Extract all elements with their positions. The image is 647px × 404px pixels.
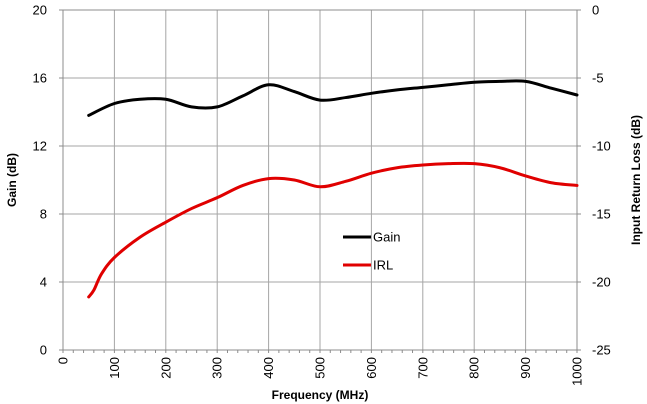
series-lines [87, 79, 579, 299]
y-right-tick-label: -15 [592, 207, 611, 222]
y-right-tick-label: -10 [592, 139, 611, 154]
y-right-tick-label: -25 [592, 343, 611, 358]
x-tick-label: 600 [364, 357, 379, 379]
legend-label-irl: IRL [373, 258, 393, 273]
y-left-tick-label: 12 [33, 139, 47, 154]
y-left-tick-label: 20 [33, 3, 47, 18]
y-left-tick-label: 4 [40, 275, 47, 290]
x-tick-label: 200 [158, 357, 173, 379]
y-left-tick-label: 0 [40, 343, 47, 358]
y-left-tick-label: 16 [33, 71, 47, 86]
gridlines [63, 10, 577, 350]
x-tick-label: 300 [210, 357, 225, 379]
y-axis-left-title: Gain (dB) [5, 153, 19, 207]
y-right-tick-label: 0 [592, 3, 599, 18]
y-right-tick-label: -20 [592, 275, 611, 290]
x-tick-label: 700 [415, 357, 430, 379]
y-left-tick-label: 8 [40, 207, 47, 222]
x-tick-label: 800 [467, 357, 482, 379]
legend-label-gain: Gain [373, 230, 400, 245]
x-tick-label: 900 [518, 357, 533, 379]
x-axis-title: Frequency (MHz) [272, 388, 369, 402]
series-line-gain [87, 79, 579, 117]
series-line-irl [87, 161, 579, 299]
x-tick-label: 400 [261, 357, 276, 379]
x-tick-label: 0 [56, 357, 71, 364]
x-tick-label: 100 [107, 357, 122, 379]
y-right-tick-label: -5 [592, 71, 604, 86]
tick-labels: 0 100 200 300 400 500 600 700 800 900 100004812162… [33, 3, 611, 386]
x-tick-label: 1000 [570, 357, 585, 386]
legend: Gain IRL [343, 230, 400, 273]
y-axis-right-title: Input Return Loss (dB) [629, 115, 643, 245]
x-tick-label: 500 [313, 357, 328, 379]
